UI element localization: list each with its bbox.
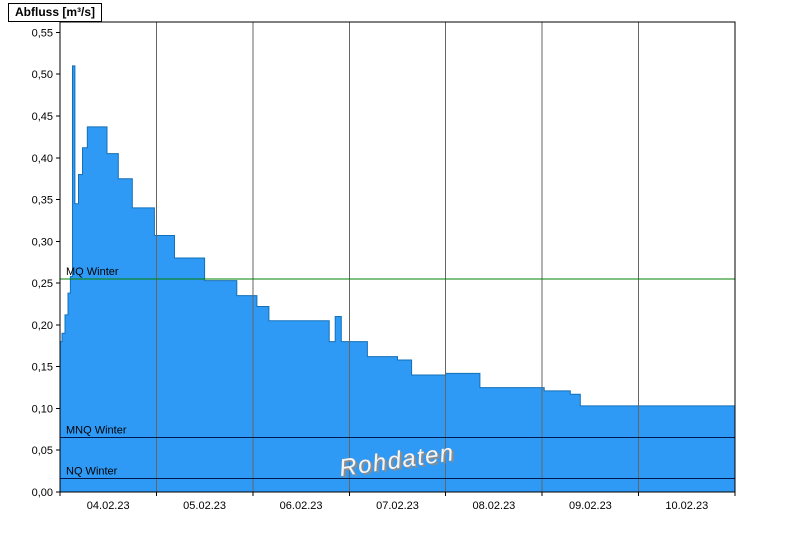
y-tick-label: 0,05 [32, 445, 53, 457]
y-tick-label: 0,40 [32, 153, 53, 165]
y-tick-label: 0,55 [32, 27, 53, 39]
plot-frame [59, 21, 736, 493]
y-tick-label: 0,10 [32, 403, 53, 415]
x-tick-label: 09.02.23 [569, 500, 612, 512]
reference-line-label-mnq-winter: MNQ Winter [66, 425, 127, 437]
discharge-area [60, 65, 735, 493]
x-tick-label: 04.02.23 [87, 500, 130, 512]
y-tick-label: 0,25 [32, 278, 53, 290]
y-tick-label: 0,20 [32, 320, 53, 332]
x-tick-label: 05.02.23 [183, 500, 226, 512]
x-tick-label: 08.02.23 [472, 500, 515, 512]
reference-line-label-nq-winter: NQ Winter [66, 466, 118, 478]
y-tick-label: 0,30 [32, 236, 53, 248]
y-tick-label: 0,50 [32, 69, 53, 81]
y-tick-label: 0,15 [32, 362, 53, 374]
y-tick-label: 0,35 [32, 195, 53, 207]
y-tick-label: 0,00 [32, 487, 53, 499]
x-tick-label: 10.02.23 [665, 500, 708, 512]
y-tick-label: 0,45 [32, 111, 53, 123]
chart-title: Abfluss [m³/s] [8, 3, 103, 22]
reference-line-label-mq-winter: MQ Winter [66, 266, 119, 278]
x-tick-label: 07.02.23 [376, 500, 419, 512]
x-tick-label: 06.02.23 [280, 500, 323, 512]
